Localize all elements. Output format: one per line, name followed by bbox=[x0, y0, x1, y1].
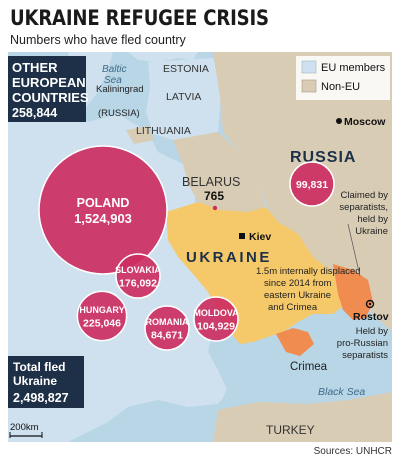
bubble-circle-poland bbox=[38, 145, 168, 275]
other-line3: COUNTRIES bbox=[12, 90, 89, 105]
label-black-sea: Black Sea bbox=[318, 386, 365, 398]
legend-swatch-eu bbox=[301, 60, 317, 74]
land-ukraine bbox=[166, 202, 348, 344]
annotation-held: Held by pro-Russian separatists bbox=[337, 326, 388, 361]
legend: EU members Non-EU bbox=[296, 56, 390, 100]
bubble-country-slovakia: SLOVAKIA bbox=[115, 265, 161, 275]
label-turkey: TURKEY bbox=[266, 423, 315, 437]
label-russia: RUSSIA bbox=[290, 149, 356, 166]
bubble-value-hungary: 225,046 bbox=[83, 318, 121, 330]
total-line2: Ukraine bbox=[13, 374, 57, 388]
page-title: UKRAINE REFUGEE CRISIS bbox=[10, 6, 269, 30]
belarus-dot bbox=[212, 205, 218, 211]
label-baltic-sea-1: Baltic bbox=[102, 64, 126, 75]
crimea-region bbox=[276, 328, 314, 356]
label-rostov: Rostov bbox=[353, 311, 389, 323]
label-ukraine: UKRAINE bbox=[186, 249, 272, 266]
annotation-displaced: 1.5m internally displaced since 2014 fro… bbox=[256, 266, 361, 313]
bubble-value-romania: 84,671 bbox=[151, 330, 183, 342]
bubble-value-moldova: 104,929 bbox=[197, 321, 235, 333]
label-crimea: Crimea bbox=[290, 361, 328, 373]
moscow-marker bbox=[336, 118, 342, 124]
label-kiev: Kiev bbox=[249, 231, 271, 243]
bubble-value-slovakia: 176,092 bbox=[119, 278, 157, 290]
land-baltics bbox=[146, 58, 223, 142]
source-credit: Sources: UNHCR bbox=[313, 446, 392, 457]
claimed-line: Ukraine bbox=[355, 226, 388, 237]
rostov-marker bbox=[365, 299, 375, 309]
total-line1: Total fled bbox=[13, 360, 65, 374]
bubble-circle-hungary bbox=[76, 290, 128, 342]
other-countries-box: OTHER EUROPEAN COUNTRIES 258,844 bbox=[8, 56, 89, 122]
scale-label: 200km bbox=[10, 422, 39, 433]
bubble-value-russia: 99,831 bbox=[296, 179, 328, 191]
bubble-circle-moldova bbox=[193, 296, 239, 342]
bubble-circle-romania bbox=[144, 305, 190, 351]
land-finland bbox=[128, 52, 198, 62]
displaced-line: 1.5m internally displaced bbox=[256, 266, 361, 277]
land-turkey bbox=[213, 392, 392, 442]
legend-label-non-eu: Non-EU bbox=[321, 81, 360, 93]
label-kaliningrad-2: (RUSSIA) bbox=[98, 108, 140, 119]
held-line: Held by bbox=[356, 326, 388, 337]
label-baltic-sea-2: Sea bbox=[104, 75, 122, 86]
map: EU members Non-EU OTHER EUROPEAN COUNTRI… bbox=[8, 52, 392, 442]
rostov-marker-dot bbox=[368, 302, 372, 306]
total-value: 2,498,827 bbox=[13, 391, 69, 405]
black-sea bbox=[220, 348, 392, 404]
separatist-region bbox=[333, 264, 373, 320]
label-moscow: Moscow bbox=[344, 116, 386, 128]
held-line: pro-Russian bbox=[337, 338, 388, 349]
other-value: 258,844 bbox=[12, 106, 57, 120]
total-box: Total fled Ukraine 2,498,827 bbox=[8, 356, 84, 408]
legend-swatch-non-eu bbox=[301, 79, 317, 93]
bubble-russia: 99,831 bbox=[289, 161, 335, 207]
claimed-line: held by bbox=[357, 214, 388, 225]
other-line2: EUROPEAN bbox=[12, 75, 86, 90]
label-estonia: ESTONIA bbox=[163, 63, 209, 75]
bubble-layer: POLAND1,524,903SLOVAKIA176,092HUNGARY225… bbox=[38, 145, 335, 351]
label-lithuania: LITHUANIA bbox=[136, 125, 191, 137]
bubble-country-poland: POLAND bbox=[77, 196, 130, 210]
claimed-leader-line bbox=[347, 223, 361, 277]
label-latvia: LATVIA bbox=[166, 91, 201, 103]
kiev-marker bbox=[239, 233, 245, 239]
label-belarus-value: 765 bbox=[204, 189, 224, 203]
bubble-slovakia: SLOVAKIA 176,092 bbox=[115, 253, 161, 299]
land-kaliningrad bbox=[126, 126, 154, 144]
label-kaliningrad-1: Kaliningrad bbox=[96, 84, 144, 95]
held-line: separatists bbox=[342, 350, 388, 361]
bubble-value-poland: 1,524,903 bbox=[74, 211, 132, 226]
label-belarus: BELARUS bbox=[182, 175, 240, 189]
other-line1: OTHER bbox=[12, 60, 58, 75]
bubble-hungary: HUNGARY 225,046 bbox=[76, 290, 128, 342]
bubble-country-moldova: MOLDOVA bbox=[193, 308, 239, 318]
displaced-line: and Crimea bbox=[268, 302, 318, 313]
land-belarus bbox=[173, 132, 266, 212]
displaced-line: eastern Ukraine bbox=[264, 290, 331, 301]
bubble-romania: ROMANIA 84,671 bbox=[144, 305, 190, 351]
bubble-country-romania: ROMANIA bbox=[146, 317, 189, 327]
bubble-circle-slovakia bbox=[115, 253, 161, 299]
scale-bar: 200km bbox=[9, 422, 43, 438]
bubble-moldova: MOLDOVA 104,929 bbox=[193, 296, 239, 342]
bubble-circle-russia bbox=[289, 161, 335, 207]
bubble-country-hungary: HUNGARY bbox=[79, 305, 124, 315]
annotation-claimed: Claimed by separatists, held by Ukraine bbox=[339, 190, 388, 277]
legend-label-eu: EU members bbox=[321, 62, 386, 74]
claimed-line: separatists, bbox=[339, 202, 388, 213]
claimed-line: Claimed by bbox=[340, 190, 388, 201]
page-subtitle: Numbers who have fled country bbox=[10, 33, 186, 47]
displaced-line: since 2014 from bbox=[264, 278, 332, 289]
